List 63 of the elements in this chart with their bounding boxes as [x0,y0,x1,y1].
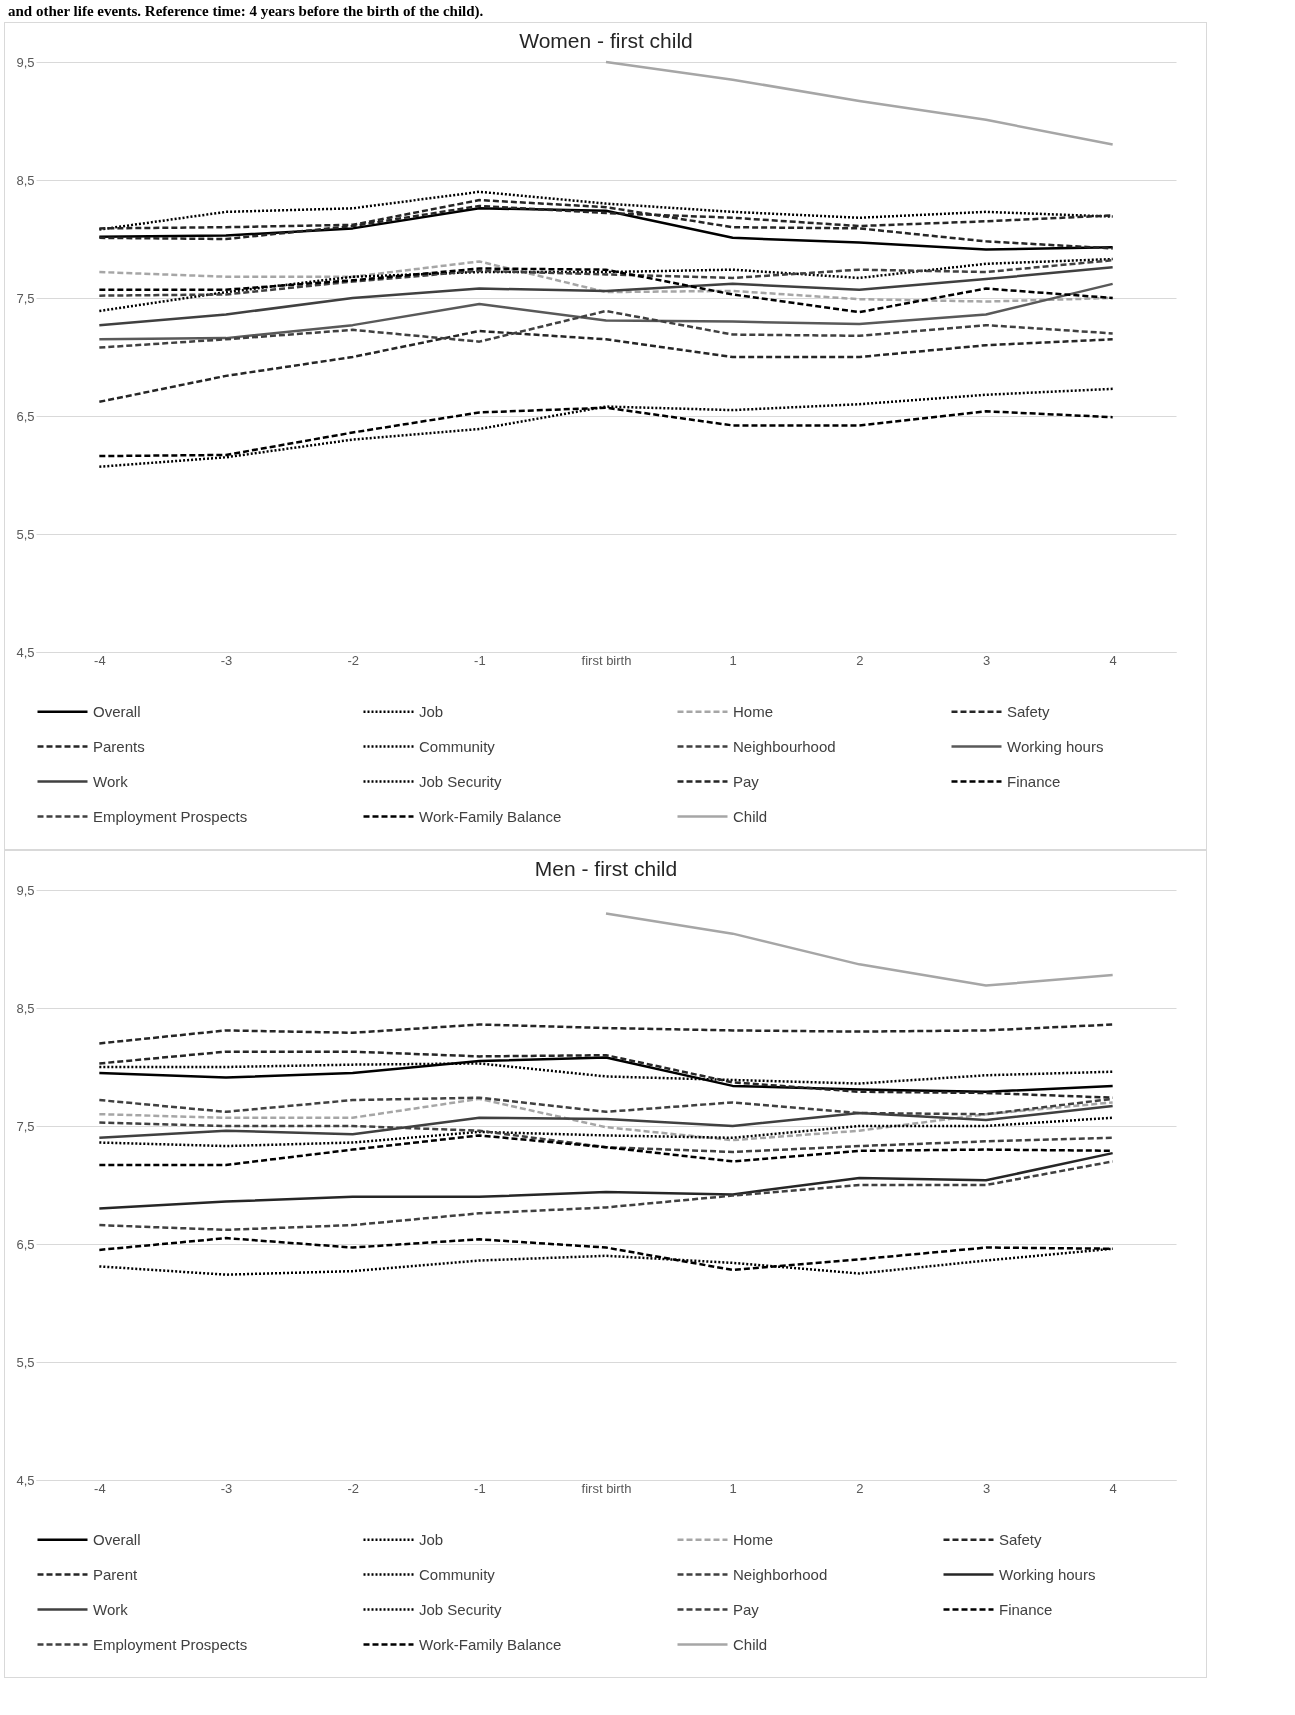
legend-label: Job [419,702,444,720]
y-tick-label: 7,5 [16,1118,35,1134]
legend-label: Community [419,1565,496,1583]
y-tick-label: 9,5 [16,54,35,70]
x-tick-label: 4 [1109,1480,1117,1496]
legend-label: Employment Prospects [93,1635,248,1653]
x-tick-label: first birth [581,652,632,668]
legend-label: Community [419,737,496,755]
legend-label: Safety [999,1530,1043,1548]
legend-label: Pay [733,1600,760,1618]
y-tick-label: 8,5 [16,172,35,188]
legend-label: Neighborhood [733,1565,828,1583]
legend-label: Job [419,1530,444,1548]
x-tick-label: -4 [94,652,106,668]
legend-label: Parent [93,1565,139,1583]
y-tick-label: 7,5 [16,290,35,306]
legend-label: Job Security [419,772,503,790]
y-tick-label: 6,5 [16,408,35,424]
x-tick-label: -2 [347,652,359,668]
legend-label: Overall [93,1530,141,1548]
legend-label: Overall [93,702,141,720]
x-tick-label: 3 [982,1480,991,1496]
legend-label: Work-Family Balance [419,1635,562,1653]
legend-label: Working hours [999,1565,1096,1583]
legend-label: Home [733,1530,774,1548]
x-tick-label: 2 [856,652,864,668]
x-tick-label: 1 [729,1480,737,1496]
x-tick-label: -1 [474,652,486,668]
y-tick-label: 5,5 [16,526,35,542]
legend-label: Employment Prospects [93,807,248,825]
legend-label: Parents [93,737,145,755]
x-tick-label: 1 [729,652,737,668]
legend-label: Child [733,1635,768,1653]
y-tick-label: 6,5 [16,1236,35,1252]
x-tick-label: -4 [94,1480,106,1496]
legend-label: Home [733,702,774,720]
y-tick-label: 9,5 [16,882,35,898]
x-tick-label: first birth [581,1480,632,1496]
y-tick-label: 4,5 [16,644,35,660]
chart-title: Women - first child [519,29,693,52]
legend-label: Work-Family Balance [419,807,562,825]
legend-label: Finance [999,1600,1053,1618]
y-tick-label: 4,5 [16,1472,35,1488]
legend-label: Pay [733,772,760,790]
legend-label: Safety [1007,702,1051,720]
chart-title: Men - first child [534,857,678,880]
x-tick-label: 3 [982,652,991,668]
legend-label: Finance [1007,772,1061,790]
x-tick-label: 4 [1109,652,1117,668]
x-tick-label: -1 [474,1480,486,1496]
x-tick-label: -2 [347,1480,359,1496]
text: and other life events. Reference time: 4 years before the birth of the child). [7,2,485,21]
y-tick-label: 8,5 [16,1000,35,1016]
x-tick-label: -3 [220,652,233,668]
legend-label: Child [733,807,768,825]
y-tick-label: 5,5 [16,1354,35,1370]
legend-label: Neighbourhood [733,737,836,755]
x-tick-label: -3 [220,1480,233,1496]
legend-label: Job Security [419,1600,503,1618]
legend-label: Working hours [1007,737,1104,755]
x-tick-label: 2 [856,1480,864,1496]
legend-label: Work [93,772,129,790]
legend-label: Work [93,1600,129,1618]
